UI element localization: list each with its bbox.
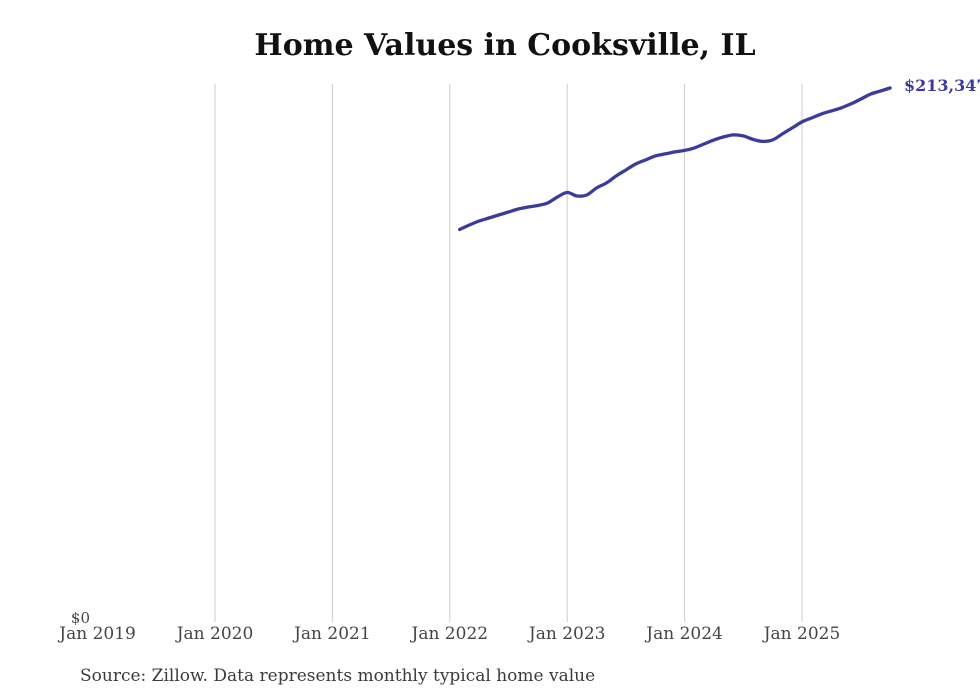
x-axis-tick-label: Jan 2024 bbox=[646, 624, 723, 644]
x-axis-tick-label: Jan 2023 bbox=[528, 624, 606, 644]
x-axis-tick-label: Jan 2022 bbox=[411, 624, 489, 644]
x-axis-tick-label: Jan 2019 bbox=[59, 624, 136, 644]
x-axis-tick-label: Jan 2020 bbox=[176, 624, 254, 644]
source-note: Source: Zillow. Data represents monthly … bbox=[80, 666, 596, 686]
chart-title: Home Values in Cooksville, IL bbox=[254, 28, 756, 63]
x-axis-tick-label: Jan 2025 bbox=[763, 624, 841, 644]
y-axis-zero-label: $0 bbox=[70, 609, 90, 627]
home-value-line-series bbox=[457, 86, 892, 232]
series-end-value-label: $213,347 bbox=[904, 76, 980, 95]
x-axis-tick-label: Jan 2021 bbox=[294, 624, 371, 644]
